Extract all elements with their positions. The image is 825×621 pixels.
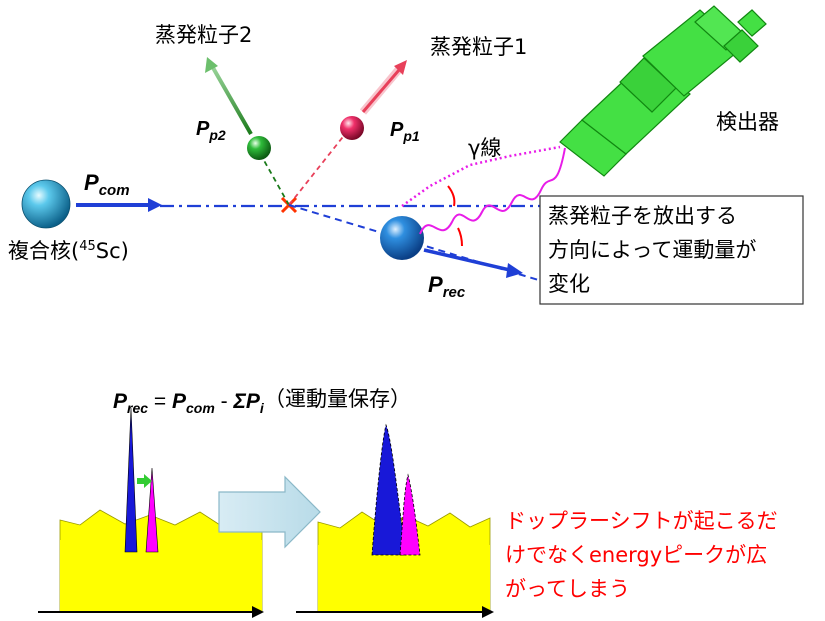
transition-arrow-icon (218, 475, 321, 549)
p-p2-label: Pp2 (196, 118, 226, 143)
spectrum-left (59, 407, 263, 613)
p-com-arrow (76, 198, 162, 212)
evaporated-particle-2-label: 蒸発粒子2 (155, 23, 252, 47)
spectrum-right-peak-magenta (399, 473, 421, 556)
explanation-text: 蒸発粒子を放出する 方向によって運動量が 変化 (548, 204, 763, 296)
conservation-label: （運動量保存） (264, 387, 411, 411)
p-p1-arrow (359, 60, 407, 115)
particle1-path (288, 132, 347, 206)
gamma-wave (419, 147, 566, 235)
detector-icon (559, 5, 767, 177)
particle2-ball (247, 136, 271, 160)
shift-arrow-icon (137, 474, 152, 488)
spectrum-right (317, 423, 491, 613)
spectrum-left-peak-blue (124, 407, 138, 553)
angle-arc-upper (447, 185, 456, 207)
compound-nucleus-label: 複合核(45Sc) (8, 239, 129, 263)
detector-label: 検出器 (716, 110, 779, 134)
p-p2-arrow (205, 57, 253, 135)
p-p1-label: Pp1 (390, 119, 420, 144)
particle1-ball (340, 116, 364, 140)
compound-nucleus-ball (21, 179, 71, 229)
momentum-equation: Prec = Pcom - ΣPi (113, 390, 265, 416)
axis-left (38, 606, 264, 618)
p-rec-arrow (423, 248, 523, 278)
angle-arc-lower (457, 227, 463, 247)
axis-right (296, 606, 494, 618)
evaporated-particle-1-label: 蒸発粒子1 (430, 35, 527, 59)
spectrum-right-peak-blue (371, 423, 407, 556)
recoil-nucleus-ball (380, 216, 424, 260)
p-com-label: Pcom (84, 170, 130, 199)
broadening-note: ドップラーシフトが起こるだ けでなくenergyピークが広 がってしまう (505, 509, 784, 601)
explanation-box (539, 195, 804, 305)
gamma-ray-label: γ線 (468, 136, 501, 160)
p-rec-label: Prec (428, 272, 466, 301)
spectrum-left-peak-magenta (145, 467, 159, 553)
